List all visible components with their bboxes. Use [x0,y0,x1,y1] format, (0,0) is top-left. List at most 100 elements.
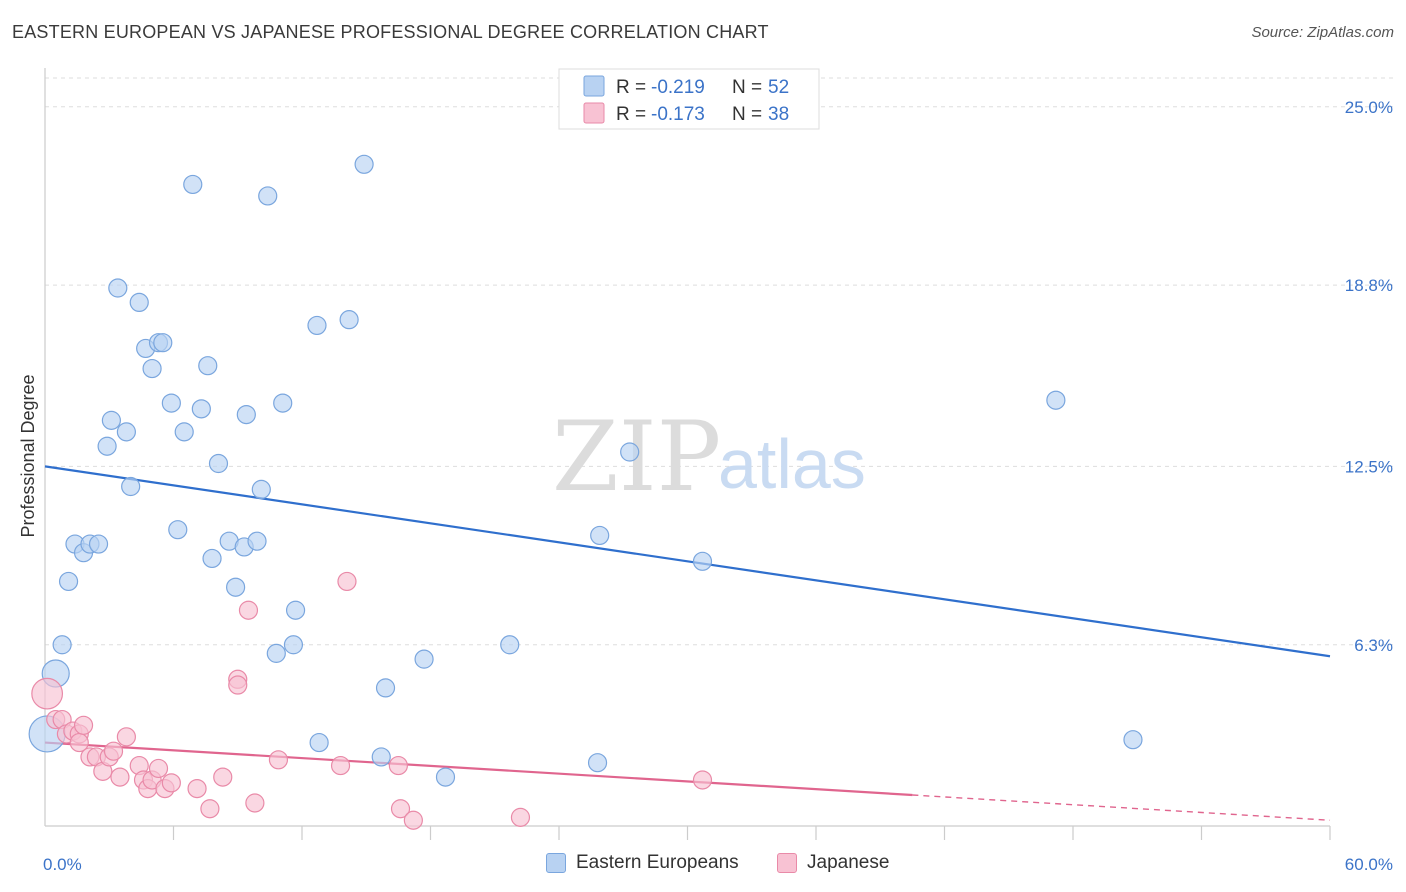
bottom-legend-label: Eastern Europeans [576,852,739,873]
eastern-european-point [142,358,162,379]
eastern-european-point [191,399,211,419]
eastern-european-point [375,678,396,698]
eastern-european-point [500,635,520,655]
eastern-european-point [198,356,218,376]
eastern-european-point [620,442,640,462]
japanese-point [103,741,124,761]
japanese-point [388,755,408,776]
legend-n-value-1: 52 [768,77,789,98]
y-tick-label: 25.0% [1345,98,1393,117]
japanese-point [692,770,713,790]
japanese-point [330,755,351,776]
eastern-european-point [88,534,109,554]
eastern-european-point [435,767,456,787]
bottom-legend-swatch-pink [777,853,797,873]
y-tick-label: 12.5% [1345,457,1393,476]
trend-layer [44,465,1331,821]
legend-n-label-2: N = [732,104,762,125]
eastern-european-point [587,753,608,773]
japanese-point [238,600,259,620]
japanese-point [116,727,136,747]
eastern-european-point [153,333,173,353]
eastern-european-point [58,571,79,592]
eastern-european-point [168,520,188,540]
eastern-european-point [174,422,194,442]
y-tick-label: 18.8% [1345,276,1393,295]
japanese-point [31,677,64,710]
x-tick-label-left: 0.0% [43,855,82,874]
eastern-european-point [273,393,293,413]
bottom-legend: Eastern Europeans Japanese [0,852,1406,878]
japanese-point [268,750,289,770]
eastern-european-point [52,635,72,655]
japanese-point [390,799,411,819]
japanese-point [403,810,423,830]
bottom-legend-swatch-blue [546,853,566,873]
bottom-legend-item-eastern-europeans[interactable]: Eastern Europeans [546,852,739,874]
eastern-european-point [307,315,327,336]
eastern-european-point [692,551,713,571]
eastern-european-point [283,635,304,655]
eastern-european-point [108,278,128,298]
eastern-european-point [339,310,359,330]
eastern-european-point [121,476,141,497]
japanese-point [245,793,265,813]
legend-swatch-eastern-europeans [583,75,605,97]
chart-title: EASTERN EUROPEAN VS JAPANESE PROFESSIONA… [12,22,769,42]
japanese-point [337,571,357,592]
eastern-european-point [266,643,286,663]
chart-source: Source: ZipAtlas.com [1251,24,1394,41]
japanese-point [228,675,248,695]
eastern-european-point [258,186,278,206]
legend-n-label-1: N = [732,77,762,98]
eastern-european-point [208,453,229,474]
eastern-european-point [1123,730,1143,750]
japanese-point [187,778,207,799]
watermark-atlas: atlas [718,425,866,503]
japanese-point [110,767,130,787]
japanese-point [73,715,94,735]
legend-swatch-japanese [583,102,605,124]
eastern-european-point [202,548,222,569]
tick-label-layer: 6.3% 12.5% 18.8% 25.0% 0.0% 60.0% [43,98,1393,874]
x-tick-label-right: 60.0% [1345,855,1393,874]
japanese-point [161,773,181,793]
eastern-european-point [1046,390,1066,410]
legend-r-label-1: R = [616,77,646,98]
japanese-point [213,767,233,787]
eastern-european-point [183,174,203,195]
eastern-european-point [236,405,256,425]
bottom-legend-label: Japanese [807,852,890,873]
eastern-european-point [371,747,391,767]
grid-layer [45,77,1394,646]
eastern-european-point [309,732,329,753]
eastern-european-point [414,649,434,669]
japanese-trendline [44,741,913,797]
y-tick-label: 6.3% [1354,636,1393,655]
bottom-legend-item-japanese[interactable]: Japanese [777,852,889,874]
japanese-point [148,758,169,779]
japanese-point [510,807,531,827]
eastern-european-point [97,436,117,456]
points-layer [28,154,1143,830]
legend-n-value-2: 38 [768,104,789,125]
eastern-european-point [251,479,271,499]
legend-box: R = -0.219 N = 52 R = -0.173 N = 38 [558,68,820,130]
eastern-european-point [101,410,121,430]
watermark: ZIP atlas [552,401,866,513]
legend-r-value-1: -0.219 [651,77,705,98]
eastern-european-point [590,525,610,546]
japanese-point [200,799,220,819]
eastern-european-point [354,154,374,174]
eastern-european-point [247,531,267,551]
legend-r-label-2: R = [616,104,646,125]
eastern-european-point [285,600,306,620]
japanese-trendline-dashed [912,794,1331,821]
eastern-european-point [226,577,246,597]
y-axis-label: Professional Degree [18,374,38,537]
eastern-european-point [129,292,149,312]
eastern-european-point [116,422,136,442]
legend-r-value-2: -0.173 [651,104,705,125]
eastern-european-point [161,393,181,413]
